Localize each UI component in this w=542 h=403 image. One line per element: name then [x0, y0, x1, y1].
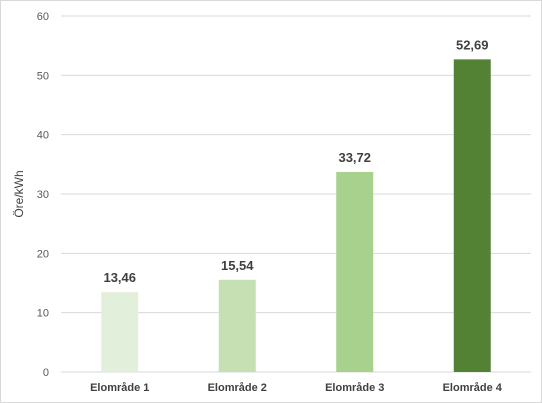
x-axis-ticks: Elområde 1 Elområde 2 Elområde 3 Elområde 4: [90, 382, 503, 394]
x-tick-label: Elområde 2: [208, 382, 267, 394]
y-tick-label: 10: [37, 308, 49, 320]
y-axis-ticks: 0 10 20 30 40 50 60: [37, 11, 49, 379]
y-tick-label: 30: [37, 189, 49, 201]
bar: [336, 171, 374, 372]
bar: [101, 292, 139, 372]
y-tick-label: 60: [37, 11, 49, 23]
y-axis-label: Öre/kWh: [12, 170, 26, 217]
y-tick-label: 40: [37, 130, 49, 142]
x-tick-label: Elområde 3: [325, 382, 384, 394]
y-tick-label: 20: [37, 248, 49, 260]
bar-data-label: 15,54: [221, 258, 254, 273]
bar-data-label: 52,69: [456, 37, 489, 52]
x-tick-label: Elområde 4: [443, 382, 503, 394]
bar-data-label: 33,72: [338, 150, 371, 165]
bar: [218, 279, 256, 372]
bar-data-label: 13,46: [103, 270, 136, 285]
grid-layer: [61, 15, 531, 314]
bar-layer: 13,46 15,54 33,72 52,69: [101, 37, 491, 372]
bar: [453, 59, 491, 372]
y-tick-label: 0: [43, 367, 49, 379]
y-tick-label: 50: [37, 70, 49, 82]
x-tick-label: Elområde 1: [90, 382, 149, 394]
